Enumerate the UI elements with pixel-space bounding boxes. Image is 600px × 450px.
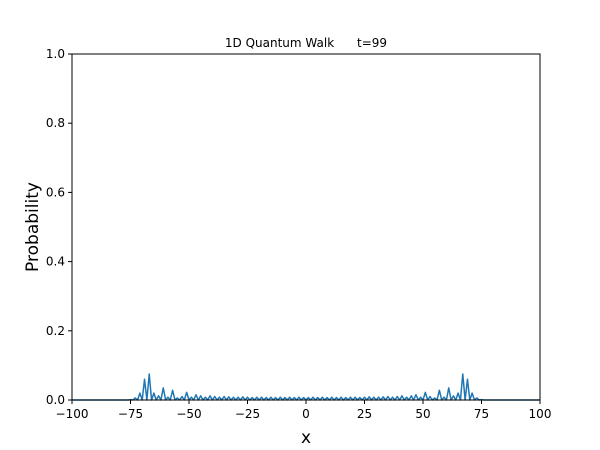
chart-title: 1D Quantum Walk t=99 [225,36,387,50]
x-axis-label: x [301,428,311,448]
y-tick-label: 0.8 [46,116,65,130]
y-axis-label: Probability [23,182,43,272]
x-tick-label: 75 [474,407,489,421]
y-tick-label: 0.2 [46,324,65,338]
x-tick-label: 25 [357,407,372,421]
x-tick-label: −25 [235,407,260,421]
x-tick-label: 50 [415,407,430,421]
x-tick-label: −100 [56,407,89,421]
x-tick-label: 0 [302,407,310,421]
x-tick-label: −75 [118,407,143,421]
x-tick-label: 100 [529,407,552,421]
plot-frame [71,53,541,401]
y-tick-label: 0.0 [46,393,65,407]
y-tick-label: 1.0 [46,47,65,61]
data-line [72,373,540,401]
y-tick-label: 0.4 [46,255,65,269]
y-tick-label: 0.6 [46,185,65,199]
x-tick-label: −50 [176,407,201,421]
